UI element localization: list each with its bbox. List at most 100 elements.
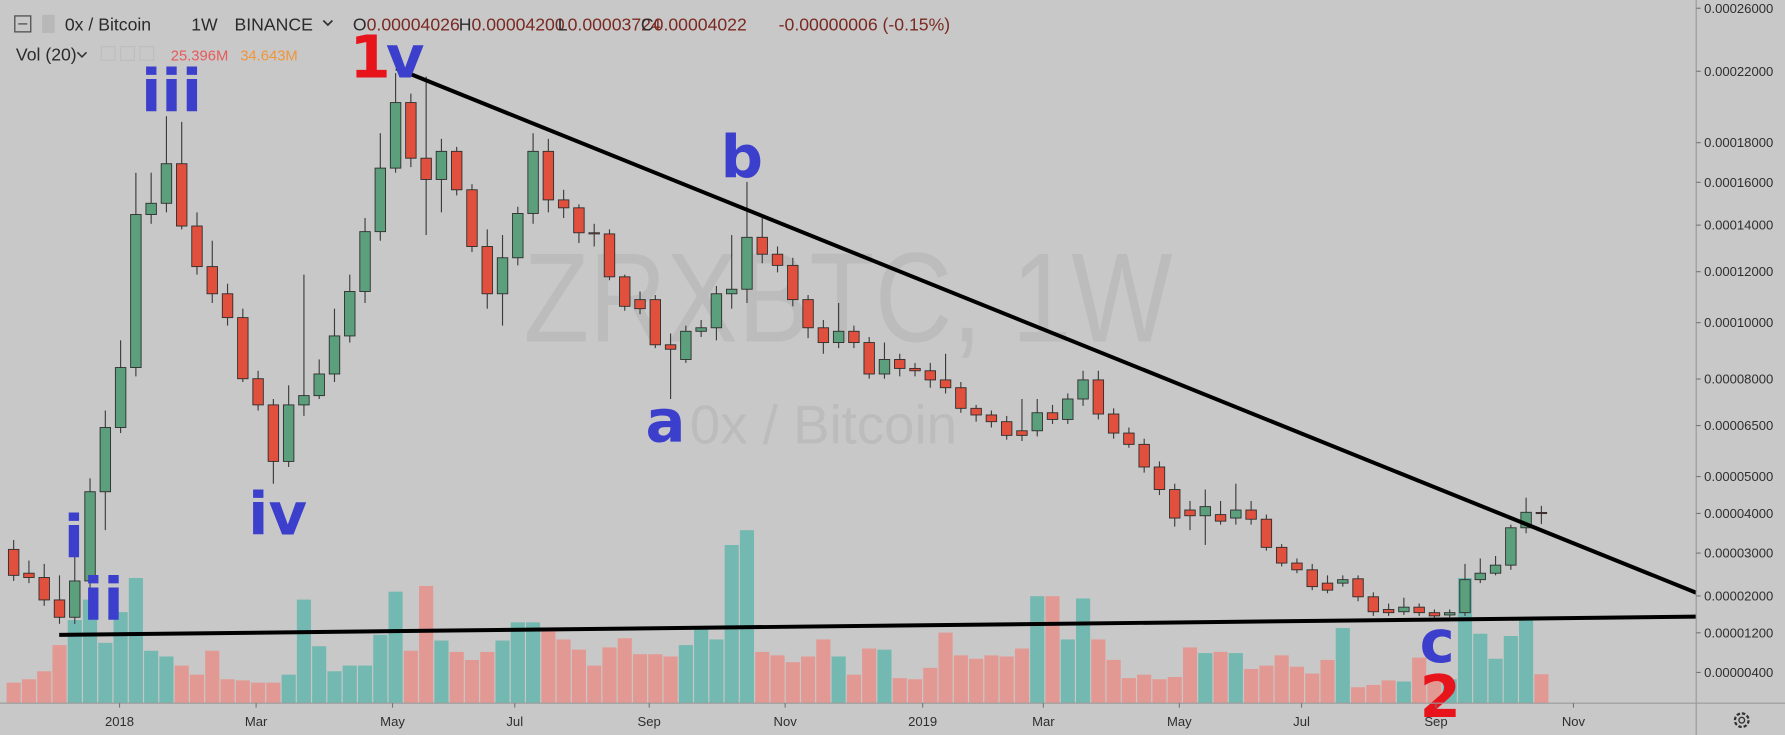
volume-bar bbox=[67, 620, 82, 704]
candle-body bbox=[573, 207, 585, 234]
volume-bar bbox=[373, 634, 388, 704]
candle-body bbox=[252, 378, 264, 406]
candle-body bbox=[53, 599, 66, 618]
volume-bar bbox=[1473, 633, 1488, 704]
volume-bar bbox=[984, 655, 999, 704]
exchange[interactable]: BINANCE bbox=[235, 15, 313, 35]
volume-bar bbox=[296, 599, 311, 704]
y-tick-label: 0.00008000 bbox=[1704, 372, 1773, 387]
volume-bar bbox=[52, 645, 67, 704]
volume-bar bbox=[1259, 665, 1274, 704]
x-tick-label: Jul bbox=[506, 714, 523, 729]
volume-bar bbox=[770, 655, 785, 704]
candle-body bbox=[557, 199, 570, 209]
candle-body bbox=[1092, 379, 1105, 415]
button[interactable] bbox=[120, 46, 135, 61]
volume-bar bbox=[1335, 628, 1350, 704]
ohlc: O0.00004026 bbox=[353, 15, 460, 35]
volume-bar bbox=[1519, 618, 1534, 704]
volume-bar bbox=[1350, 687, 1366, 704]
candle-body bbox=[1184, 509, 1196, 517]
candle-body bbox=[1077, 379, 1089, 400]
candle-body bbox=[1062, 398, 1074, 420]
symbol[interactable]: 0x / Bitcoin bbox=[65, 15, 151, 35]
collapse-icon[interactable] bbox=[14, 15, 32, 33]
candle-body bbox=[1214, 514, 1227, 522]
volume-bar bbox=[1289, 666, 1305, 704]
volume-bar bbox=[923, 667, 938, 704]
candle-body bbox=[894, 359, 906, 369]
y-tick-label: 0.00006500 bbox=[1704, 418, 1773, 433]
volume-bar bbox=[1182, 647, 1198, 704]
candle-body bbox=[817, 327, 830, 344]
toolbar[interactable] bbox=[14, 14, 55, 33]
candle-body bbox=[1382, 608, 1395, 614]
volume-bar bbox=[526, 622, 541, 704]
volume-bar bbox=[953, 655, 968, 704]
volume-bar bbox=[235, 680, 250, 704]
button[interactable] bbox=[139, 46, 155, 61]
dropdown-arrow[interactable] bbox=[76, 51, 88, 59]
volume-bar bbox=[1320, 659, 1335, 704]
candle-body bbox=[344, 291, 356, 337]
candle-body bbox=[664, 344, 677, 350]
x-tick-label: 2018 bbox=[105, 714, 134, 729]
volume-bar bbox=[1152, 679, 1167, 704]
settings[interactable] bbox=[1733, 712, 1750, 729]
dropdown-arrow[interactable] bbox=[322, 19, 334, 27]
interval[interactable]: 1W bbox=[191, 15, 218, 35]
volume-bar bbox=[1442, 679, 1457, 704]
volume-bar bbox=[266, 682, 281, 704]
candle-body bbox=[741, 236, 753, 290]
candle-body bbox=[481, 246, 493, 295]
volume-bar bbox=[1488, 658, 1503, 704]
wave-label: ii bbox=[83, 565, 124, 634]
y-tick-label: 0.00010000 bbox=[1704, 315, 1773, 330]
x-tick-label: Mar bbox=[245, 714, 268, 729]
candle-body bbox=[1153, 466, 1166, 490]
candle-body bbox=[1230, 509, 1242, 519]
volume-bar bbox=[541, 628, 556, 704]
candle-body bbox=[420, 157, 432, 180]
volume-bar bbox=[312, 646, 327, 704]
y-tick-label: 0.00003000 bbox=[1704, 546, 1773, 561]
volume-bar bbox=[999, 656, 1014, 704]
volume-bar bbox=[495, 640, 510, 704]
volume-bar bbox=[678, 645, 693, 704]
candle-body bbox=[221, 293, 234, 319]
candle-body bbox=[1321, 582, 1334, 591]
volume-bar bbox=[159, 656, 174, 704]
candle-body bbox=[588, 232, 600, 235]
volume-bar bbox=[21, 679, 36, 704]
volume-bar bbox=[892, 678, 907, 704]
wave-label: b bbox=[721, 123, 763, 192]
x-tick-label: Sep bbox=[1424, 714, 1447, 729]
candle-body bbox=[725, 288, 738, 295]
indicator-buttons[interactable] bbox=[100, 46, 155, 61]
candle-body bbox=[69, 580, 81, 618]
volume-bar bbox=[602, 647, 617, 704]
volume-indicator[interactable]: Vol (20) bbox=[16, 44, 77, 64]
wave-label: a bbox=[645, 386, 685, 455]
candle-body bbox=[38, 577, 50, 601]
candle-body bbox=[970, 407, 982, 416]
candle-body bbox=[1291, 562, 1303, 571]
candle-body bbox=[1169, 489, 1181, 519]
y-tick-label: 0.00016000 bbox=[1704, 175, 1773, 190]
volume-bar bbox=[877, 649, 892, 704]
candle-body bbox=[771, 253, 784, 266]
volume-bar bbox=[357, 665, 373, 704]
volume-bar bbox=[1213, 651, 1228, 704]
candle-body bbox=[1275, 546, 1288, 564]
candle-body bbox=[267, 404, 280, 462]
candle-body bbox=[389, 102, 402, 169]
volume-bar bbox=[434, 640, 449, 704]
volume-bar bbox=[862, 648, 877, 704]
volume-bar bbox=[587, 665, 602, 704]
volume-bar bbox=[128, 577, 143, 704]
volume-bar bbox=[1244, 669, 1259, 704]
button[interactable] bbox=[100, 46, 116, 61]
volume-bar bbox=[1060, 639, 1075, 704]
candle-body bbox=[359, 231, 371, 292]
gear-icon[interactable] bbox=[1733, 712, 1750, 729]
